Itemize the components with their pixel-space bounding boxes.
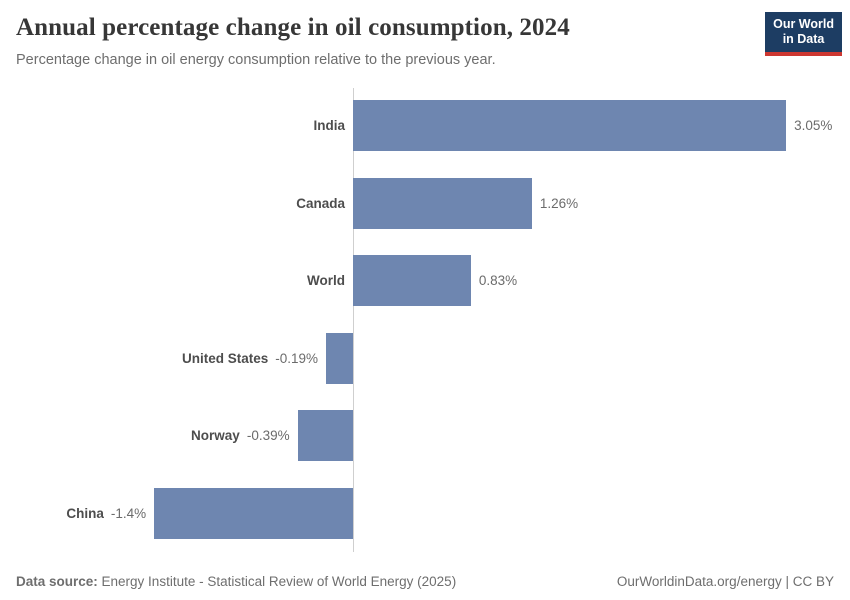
- owid-logo-line1: Our World: [773, 17, 834, 31]
- bar[interactable]: [297, 410, 353, 461]
- bar[interactable]: [353, 177, 532, 229]
- category-label: China -1.4%: [0, 488, 146, 539]
- category-label: Canada: [296, 195, 345, 211]
- value-label: 1.26%: [539, 195, 579, 211]
- footer-credit-link[interactable]: OurWorldinData.org/energy | CC BY: [616, 574, 834, 589]
- bar[interactable]: [353, 100, 787, 151]
- footer-data-source: Data source: Energy Institute - Statisti…: [16, 574, 456, 589]
- bar[interactable]: [353, 255, 471, 306]
- zero-axis-line: [353, 88, 354, 552]
- owid-logo[interactable]: Our World in Data: [765, 12, 842, 56]
- category-label: Norway -0.39%: [0, 410, 290, 461]
- data-source-text: Energy Institute - Statistical Review of…: [97, 574, 457, 589]
- value-label: -0.19%: [275, 350, 319, 366]
- owid-logo-line2: in Data: [782, 32, 825, 46]
- category-label: World: [307, 273, 345, 288]
- data-source-label: Data source:: [16, 574, 98, 589]
- category-label: India: [313, 118, 345, 133]
- bar[interactable]: [154, 487, 353, 539]
- value-label: 3.05%: [794, 118, 833, 133]
- category-label: United States -0.19%: [0, 333, 318, 384]
- value-label: -1.4%: [110, 505, 147, 521]
- page-title: Annual percentage change in oil consumpt…: [16, 14, 570, 41]
- category-name: Norway: [191, 428, 240, 443]
- page-subtitle: Percentage change in oil energy consumpt…: [16, 52, 496, 68]
- value-label: 0.83%: [478, 273, 518, 288]
- value-label: -0.39%: [246, 428, 290, 443]
- category-name: China: [66, 505, 104, 521]
- bar[interactable]: [326, 332, 353, 384]
- category-name: United States: [181, 350, 269, 366]
